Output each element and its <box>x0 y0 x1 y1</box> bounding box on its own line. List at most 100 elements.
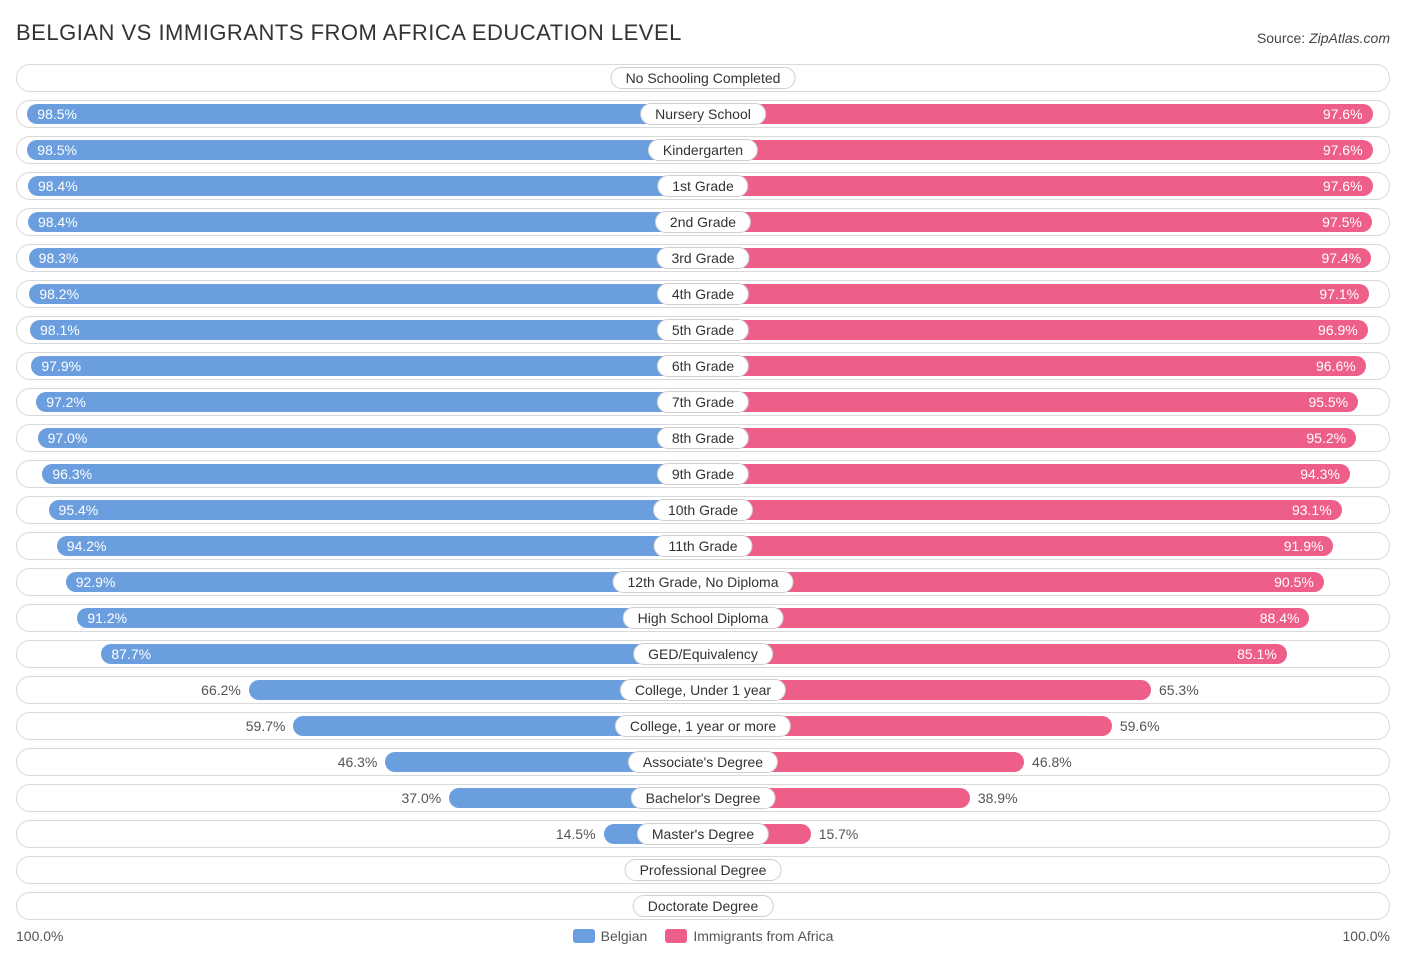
chart-row: 1.8%2.0%Doctorate Degree <box>16 892 1390 920</box>
value-left: 91.2% <box>87 610 127 626</box>
bar-left <box>36 392 703 412</box>
chart-row: 96.3%94.3%9th Grade <box>16 460 1390 488</box>
bar-left <box>31 356 703 376</box>
value-right: 97.5% <box>1322 214 1362 230</box>
chart-row: 87.7%85.1%GED/Equivalency <box>16 640 1390 668</box>
category-label: 2nd Grade <box>655 211 751 233</box>
category-label: 8th Grade <box>657 427 749 449</box>
chart-row: 94.2% 91.9% 11th Grade <box>16 532 1390 560</box>
bar-right <box>703 500 1342 520</box>
chart-row: 46.3%46.8%Associate's Degree <box>16 748 1390 776</box>
bar-right <box>703 464 1350 484</box>
bar-left <box>57 536 703 556</box>
chart-row: 59.7%59.6%College, 1 year or more <box>16 712 1390 740</box>
chart-row: 37.0%38.9%Bachelor's Degree <box>16 784 1390 812</box>
value-right: 97.4% <box>1321 250 1361 266</box>
category-label: Kindergarten <box>648 139 758 161</box>
value-right: 96.9% <box>1318 322 1358 338</box>
bar-left <box>29 284 703 304</box>
bar-left <box>29 248 703 268</box>
value-left: 94.2% <box>67 538 107 554</box>
bar-left <box>101 644 703 664</box>
value-left: 98.5% <box>37 106 77 122</box>
value-right: 46.8% <box>1032 754 1072 770</box>
value-left: 97.0% <box>48 430 88 446</box>
chart-row: 97.2%95.5%7th Grade <box>16 388 1390 416</box>
value-left: 14.5% <box>556 826 596 842</box>
value-right: 59.6% <box>1120 718 1160 734</box>
bar-right <box>703 572 1324 592</box>
value-right: 88.4% <box>1260 610 1300 626</box>
category-label: Professional Degree <box>625 859 782 881</box>
value-right: 94.3% <box>1300 466 1340 482</box>
value-right: 38.9% <box>978 790 1018 806</box>
category-label: GED/Equivalency <box>633 643 773 665</box>
chart-row: 92.9%90.5%12th Grade, No Diploma <box>16 568 1390 596</box>
value-left: 97.2% <box>46 394 86 410</box>
category-label: Master's Degree <box>637 823 769 845</box>
category-label: Associate's Degree <box>628 751 778 773</box>
bar-left <box>66 572 703 592</box>
legend-swatch-right <box>665 929 687 943</box>
value-right: 95.2% <box>1306 430 1346 446</box>
chart-row: 91.2% 88.4% High School Diploma <box>16 604 1390 632</box>
bar-right <box>703 176 1373 196</box>
value-left: 66.2% <box>201 682 241 698</box>
legend-item-right: Immigrants from Africa <box>665 928 833 944</box>
value-right: 95.5% <box>1308 394 1348 410</box>
bar-left <box>42 464 703 484</box>
chart-row: 98.4% 97.6% 1st Grade <box>16 172 1390 200</box>
chart-row: 1.6%2.4%No Schooling Completed <box>16 64 1390 92</box>
value-right: 91.9% <box>1284 538 1324 554</box>
value-left: 98.4% <box>38 214 78 230</box>
bar-left <box>27 140 703 160</box>
bar-right <box>703 644 1287 664</box>
category-label: 5th Grade <box>657 319 749 341</box>
bar-right <box>703 140 1373 160</box>
value-right: 97.6% <box>1323 178 1363 194</box>
category-label: 11th Grade <box>653 535 752 557</box>
chart-row: 98.5% 97.6% Nursery School <box>16 100 1390 128</box>
chart-row: 66.2%65.3%College, Under 1 year <box>16 676 1390 704</box>
value-left: 98.3% <box>39 250 79 266</box>
bar-left <box>77 608 703 628</box>
chart-source: Source: ZipAtlas.com <box>1257 30 1390 46</box>
chart-legend: Belgian Immigrants from Africa <box>573 928 834 944</box>
value-right: 97.6% <box>1323 142 1363 158</box>
value-left: 95.4% <box>59 502 99 518</box>
value-right: 97.1% <box>1319 286 1359 302</box>
category-label: No Schooling Completed <box>611 67 796 89</box>
category-label: Doctorate Degree <box>633 895 774 917</box>
bar-right <box>703 320 1368 340</box>
legend-label-left: Belgian <box>601 928 648 944</box>
chart-row: 98.3%97.4%3rd Grade <box>16 244 1390 272</box>
chart-row: 98.1%96.9%5th Grade <box>16 316 1390 344</box>
value-left: 97.9% <box>41 358 81 374</box>
value-left: 37.0% <box>401 790 441 806</box>
bar-right <box>703 536 1333 556</box>
value-right: 97.6% <box>1323 106 1363 122</box>
bar-right <box>703 284 1369 304</box>
category-label: 4th Grade <box>657 283 749 305</box>
value-left: 87.7% <box>111 646 151 662</box>
value-left: 92.9% <box>76 574 116 590</box>
category-label: 6th Grade <box>657 355 749 377</box>
value-right: 65.3% <box>1159 682 1199 698</box>
category-label: Nursery School <box>640 103 766 125</box>
axis-right-end-label: 100.0% <box>1343 928 1390 944</box>
bar-right <box>703 212 1372 232</box>
bar-left <box>27 104 703 124</box>
bar-right <box>703 356 1366 376</box>
value-left: 98.4% <box>38 178 78 194</box>
category-label: 1st Grade <box>657 175 748 197</box>
category-label: High School Diploma <box>623 607 784 629</box>
chart-header: BELGIAN VS IMMIGRANTS FROM AFRICA EDUCAT… <box>16 20 1390 46</box>
chart-row: 14.5%15.7%Master's Degree <box>16 820 1390 848</box>
bar-left <box>49 500 703 520</box>
chart-row: 98.2%97.1%4th Grade <box>16 280 1390 308</box>
value-left: 59.7% <box>246 718 286 734</box>
bar-right <box>703 248 1371 268</box>
bar-right <box>703 104 1373 124</box>
chart-row: 98.4% 97.5% 2nd Grade <box>16 208 1390 236</box>
value-left: 96.3% <box>52 466 92 482</box>
